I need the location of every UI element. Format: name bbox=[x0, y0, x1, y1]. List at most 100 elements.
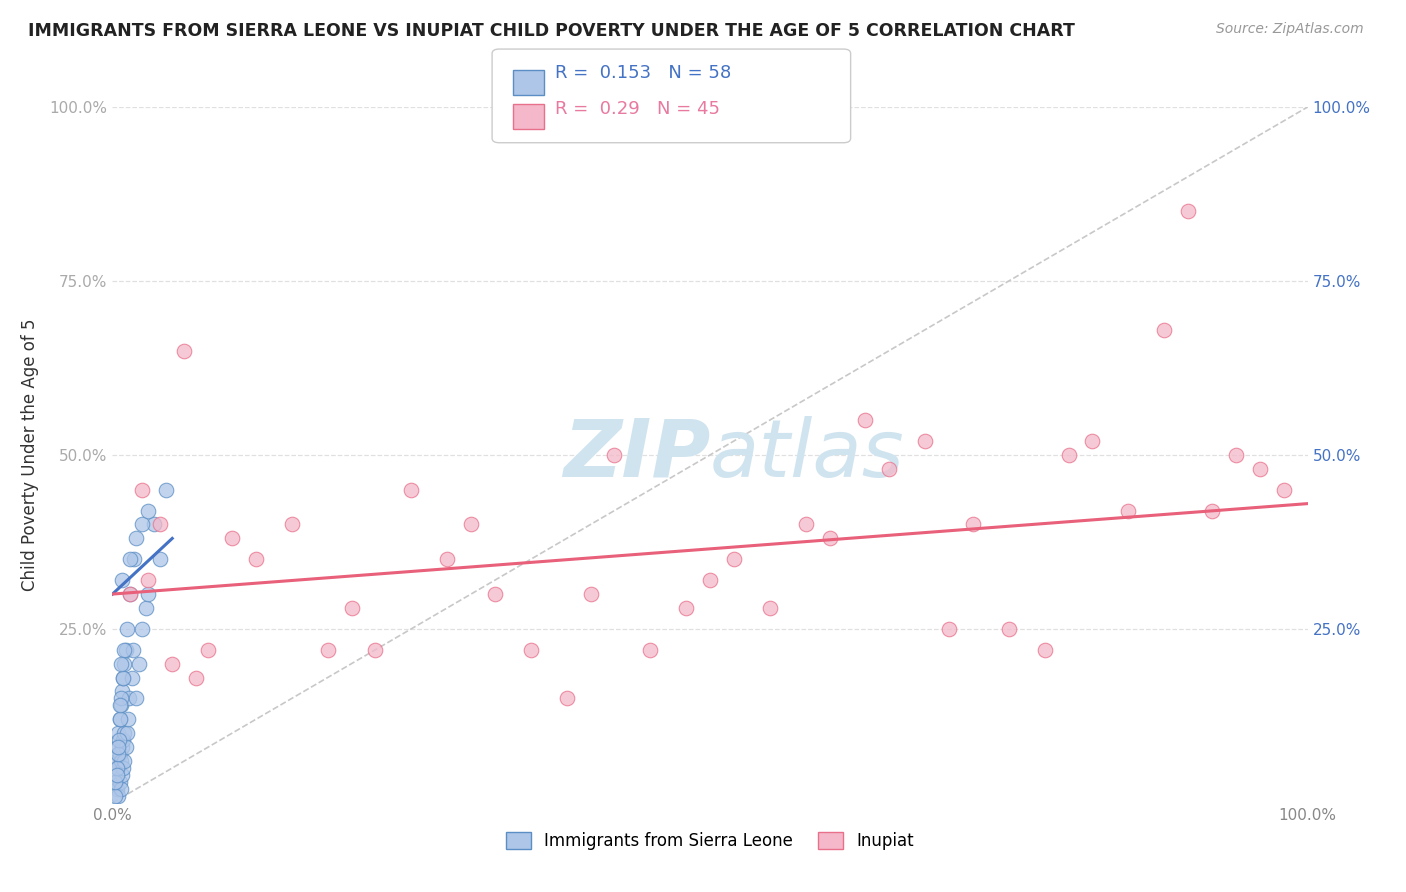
Point bbox=[1201, 503, 1223, 517]
Point bbox=[131, 517, 153, 532]
Point bbox=[110, 712, 132, 726]
Point bbox=[162, 657, 183, 671]
Point bbox=[115, 726, 138, 740]
Point bbox=[104, 789, 127, 803]
Point bbox=[364, 642, 387, 657]
Point bbox=[914, 434, 936, 448]
Point bbox=[128, 657, 150, 671]
Point bbox=[149, 517, 172, 532]
Point bbox=[555, 691, 578, 706]
Point bbox=[120, 587, 142, 601]
Point bbox=[112, 642, 135, 657]
Point bbox=[111, 740, 134, 755]
Point bbox=[340, 601, 363, 615]
Point bbox=[107, 747, 129, 761]
Point bbox=[108, 698, 131, 713]
Point bbox=[962, 517, 984, 532]
Point bbox=[316, 642, 339, 657]
Point bbox=[120, 552, 142, 566]
Point bbox=[938, 622, 960, 636]
Text: atlas: atlas bbox=[710, 416, 905, 494]
Point bbox=[460, 517, 482, 532]
Point bbox=[436, 552, 458, 566]
Point bbox=[111, 684, 134, 698]
Point bbox=[108, 712, 131, 726]
Point bbox=[111, 573, 134, 587]
Point bbox=[221, 532, 243, 546]
Point bbox=[281, 517, 304, 532]
Point bbox=[138, 587, 160, 601]
Point bbox=[114, 754, 135, 768]
Point bbox=[121, 642, 143, 657]
Point bbox=[115, 622, 138, 636]
Point bbox=[699, 573, 721, 587]
Point bbox=[110, 698, 132, 713]
Point bbox=[186, 671, 208, 685]
Point bbox=[131, 483, 153, 497]
Point bbox=[1153, 323, 1175, 337]
Y-axis label: Child Poverty Under the Age of 5: Child Poverty Under the Age of 5 bbox=[21, 318, 38, 591]
Point bbox=[111, 768, 134, 782]
Point bbox=[579, 587, 602, 601]
Point bbox=[112, 733, 135, 747]
Point bbox=[108, 747, 131, 761]
Point bbox=[105, 761, 128, 775]
Point bbox=[138, 503, 160, 517]
Point bbox=[110, 691, 132, 706]
Point bbox=[107, 726, 129, 740]
Point bbox=[121, 671, 143, 685]
Point bbox=[723, 552, 745, 566]
Point bbox=[105, 754, 128, 768]
Point bbox=[640, 642, 662, 657]
Point bbox=[1177, 204, 1199, 219]
Point bbox=[114, 740, 136, 755]
Point bbox=[998, 622, 1021, 636]
Point bbox=[855, 413, 877, 427]
Point bbox=[818, 532, 841, 546]
Point bbox=[105, 775, 128, 789]
Point bbox=[114, 657, 135, 671]
Point bbox=[794, 517, 817, 532]
Point bbox=[135, 601, 157, 615]
Text: R =  0.29   N = 45: R = 0.29 N = 45 bbox=[555, 100, 720, 118]
Point bbox=[107, 789, 129, 803]
Point bbox=[1081, 434, 1104, 448]
Point bbox=[107, 740, 129, 755]
Point bbox=[1249, 462, 1271, 476]
Point bbox=[879, 462, 901, 476]
Point bbox=[125, 691, 148, 706]
Legend: Immigrants from Sierra Leone, Inupiat: Immigrants from Sierra Leone, Inupiat bbox=[499, 826, 921, 857]
Point bbox=[603, 448, 626, 462]
Point bbox=[114, 642, 136, 657]
Point bbox=[173, 343, 195, 358]
Point bbox=[110, 754, 132, 768]
Point bbox=[120, 587, 142, 601]
Text: IMMIGRANTS FROM SIERRA LEONE VS INUPIAT CHILD POVERTY UNDER THE AGE OF 5 CORRELA: IMMIGRANTS FROM SIERRA LEONE VS INUPIAT … bbox=[28, 22, 1076, 40]
Point bbox=[149, 552, 172, 566]
Point bbox=[484, 587, 506, 601]
Point bbox=[105, 781, 128, 796]
Point bbox=[1272, 483, 1295, 497]
Point bbox=[1225, 448, 1247, 462]
Point bbox=[197, 642, 219, 657]
Point bbox=[1057, 448, 1080, 462]
Point bbox=[108, 775, 131, 789]
Point bbox=[759, 601, 782, 615]
Point bbox=[114, 726, 135, 740]
Point bbox=[112, 761, 135, 775]
Point bbox=[131, 622, 153, 636]
Point bbox=[1033, 642, 1056, 657]
Point bbox=[108, 733, 131, 747]
Point bbox=[143, 517, 166, 532]
Point bbox=[117, 712, 139, 726]
Point bbox=[675, 601, 697, 615]
Point bbox=[401, 483, 423, 497]
Point bbox=[112, 671, 135, 685]
Point bbox=[245, 552, 267, 566]
Point bbox=[1118, 503, 1140, 517]
Point bbox=[118, 691, 141, 706]
Point bbox=[155, 483, 177, 497]
Point bbox=[111, 671, 134, 685]
Point bbox=[105, 740, 128, 755]
Text: R =  0.153   N = 58: R = 0.153 N = 58 bbox=[555, 64, 731, 82]
